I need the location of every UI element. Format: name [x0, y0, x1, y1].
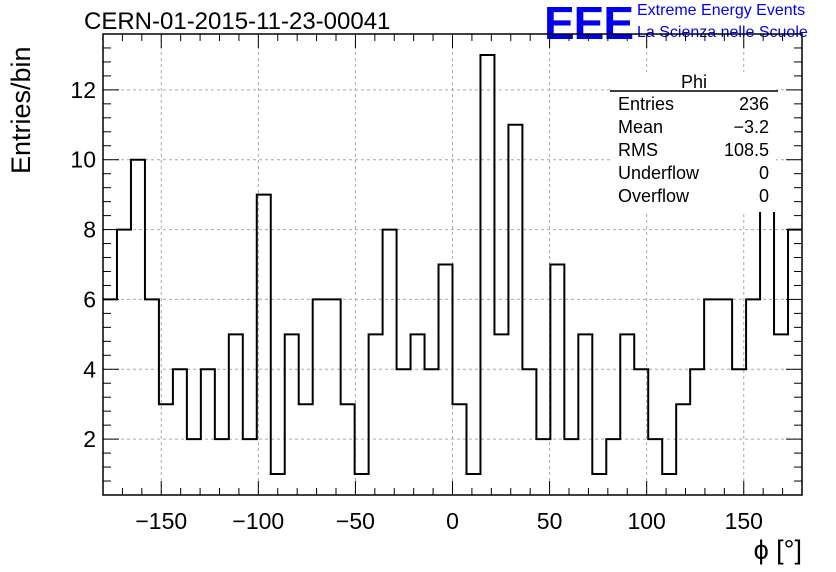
- histogram-bin: [173, 369, 187, 495]
- histogram-bin: [145, 299, 159, 495]
- histogram-bin: [131, 160, 145, 495]
- histogram-bin: [466, 474, 480, 495]
- histogram-bin: [397, 369, 411, 495]
- stats-label-rms: RMS: [618, 140, 658, 160]
- histogram-bin: [313, 299, 327, 495]
- stats-label-mean: Mean: [618, 117, 663, 137]
- x-tick-label: 0: [446, 508, 459, 534]
- histogram-bin: [606, 439, 620, 495]
- stats-value-underflow: 0: [759, 163, 769, 183]
- histogram-bin: [425, 369, 439, 495]
- histogram-bin: [704, 299, 718, 495]
- histogram-bin: [383, 230, 397, 495]
- stats-label-overflow: Overflow: [618, 186, 690, 206]
- histogram-bin: [215, 439, 229, 495]
- histogram-bin: [355, 474, 369, 495]
- x-tick-label: −100: [232, 508, 284, 534]
- x-tick-label: 50: [537, 508, 563, 534]
- logo-tagline-2: La Scienza nelle Scuole: [637, 24, 808, 41]
- histogram-bin: [690, 369, 704, 495]
- x-tick-label: 150: [725, 508, 763, 534]
- stats-label-entries: Entries: [618, 94, 674, 114]
- histogram-bin: [411, 334, 425, 495]
- histogram-bin: [229, 334, 243, 495]
- histogram-bin: [774, 334, 788, 495]
- y-tick-label: 6: [83, 286, 96, 312]
- histogram-bin: [536, 439, 550, 495]
- histogram-bin: [522, 369, 536, 495]
- stats-value-entries: 236: [739, 94, 769, 114]
- histogram-bin: [439, 265, 453, 496]
- histogram-bin: [620, 334, 634, 495]
- stats-value-overflow: 0: [759, 186, 769, 206]
- histogram-bin: [243, 439, 257, 495]
- histogram-bars: [103, 53, 802, 496]
- histogram-title: CERN-01-2015-11-23-00041: [84, 8, 391, 35]
- histogram-bin: [299, 404, 313, 495]
- histogram-bin: [285, 334, 299, 495]
- y-tick-label: 10: [70, 147, 96, 173]
- y-tick-label: 2: [83, 426, 96, 452]
- logo-tagline-1: Extreme Energy Events: [637, 2, 806, 19]
- eee-logo: EEE: [544, 0, 634, 49]
- histogram-bin: [788, 230, 802, 495]
- histogram-bin: [550, 265, 564, 496]
- y-tick-label: 8: [83, 217, 96, 243]
- stats-box-background: [612, 72, 776, 212]
- histogram-bin: [453, 404, 467, 495]
- stats-label-underflow: Underflow: [618, 163, 700, 183]
- x-tick-label: −150: [135, 508, 187, 534]
- histogram-bin: [201, 369, 215, 495]
- x-tick-label: −50: [336, 508, 375, 534]
- histogram-bin: [117, 230, 131, 495]
- histogram-bin: [257, 195, 271, 495]
- y-tick-label: 4: [83, 356, 96, 382]
- x-axis-label: ϕ [°]: [753, 535, 802, 565]
- histogram-bin: [592, 474, 606, 495]
- histogram-bin: [187, 439, 201, 495]
- stats-box-name: Phi: [681, 72, 707, 92]
- stats-value-mean: −3.2: [733, 117, 769, 137]
- histogram-bin: [746, 299, 760, 495]
- histogram-line: [103, 53, 802, 476]
- histogram-bin: [564, 439, 578, 495]
- stats-box: Phi Entries 236 Mean −3.2 RMS 108.5 Underflow 0 O…: [610, 72, 778, 212]
- histogram-bin: [648, 439, 662, 495]
- histogram-bin: [634, 369, 648, 495]
- stats-value-rms: 108.5: [724, 140, 769, 160]
- histogram-bin: [732, 369, 746, 495]
- histogram-bin: [480, 55, 494, 495]
- histogram-bin: [369, 334, 383, 495]
- histogram-bin: [508, 125, 522, 495]
- histogram-bin: [578, 334, 592, 495]
- histogram-bin: [676, 404, 690, 495]
- histogram-bin: [662, 474, 676, 495]
- histogram-bin: [494, 334, 508, 495]
- histogram-bin: [718, 299, 732, 495]
- axes: −150 −100 −50 0 50 100 150 2 4 6 8 10 12: [70, 33, 803, 534]
- histogram-bin: [327, 299, 341, 495]
- x-tick-label: 100: [627, 508, 665, 534]
- y-tick-label: 12: [70, 77, 96, 103]
- histogram-bin: [341, 404, 355, 495]
